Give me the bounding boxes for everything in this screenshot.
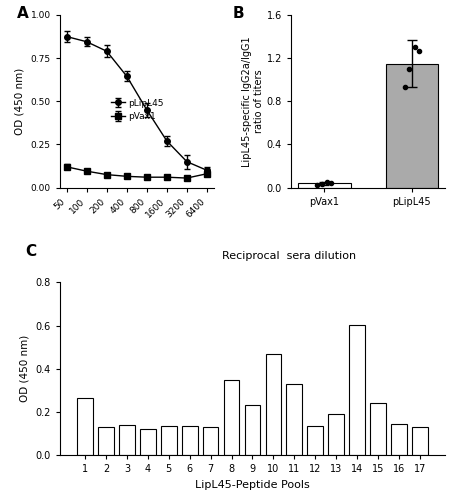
X-axis label: LipL45-Peptide Pools: LipL45-Peptide Pools [195, 480, 310, 490]
Text: Reciprocal  sera dilution: Reciprocal sera dilution [222, 252, 356, 262]
Bar [203, 427, 218, 455]
Y-axis label: OD (450 nm): OD (450 nm) [15, 68, 25, 135]
Text: A: A [17, 6, 28, 22]
Bar [391, 424, 407, 455]
Bar [412, 427, 428, 455]
Text: B: B [232, 6, 244, 22]
Bar [77, 398, 93, 455]
Bar [224, 380, 240, 455]
Bar [265, 354, 281, 455]
Bar [182, 426, 197, 455]
Y-axis label: OD (450 nm): OD (450 nm) [20, 335, 30, 402]
Bar [298, 183, 351, 188]
Bar [308, 426, 323, 455]
Bar [245, 406, 260, 455]
Bar [370, 403, 386, 455]
Y-axis label: LipL45-specific IgG2a/IgG1
ratio of titers: LipL45-specific IgG2a/IgG1 ratio of tite… [242, 36, 264, 166]
Bar [161, 426, 177, 455]
Bar [386, 64, 438, 188]
Bar [349, 324, 365, 455]
Text: C: C [25, 244, 36, 260]
Bar [98, 427, 114, 455]
Legend: pLipL45, pVax1: pLipL45, pVax1 [107, 95, 167, 125]
Bar [140, 429, 156, 455]
Bar [119, 425, 135, 455]
Bar [286, 384, 302, 455]
Bar [328, 414, 344, 455]
